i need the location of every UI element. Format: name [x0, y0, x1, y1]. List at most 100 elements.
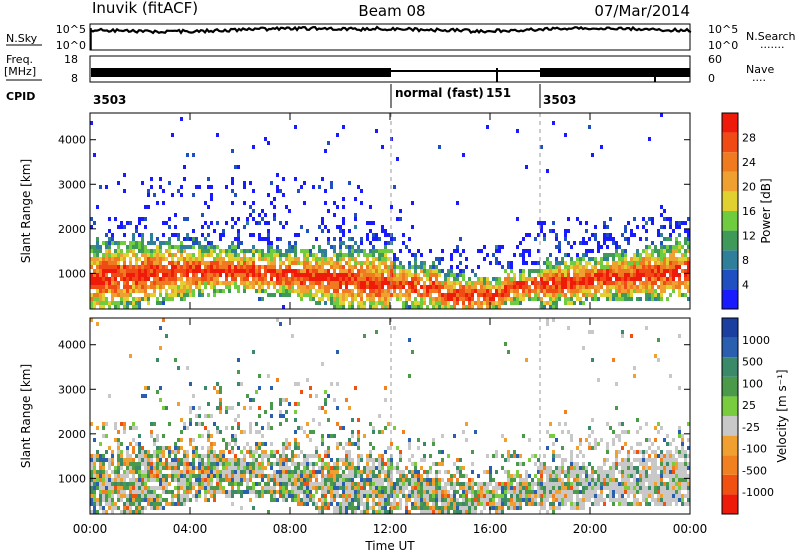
heatmap-cell [171, 474, 174, 478]
heatmap-cell [129, 506, 132, 510]
heatmap-cell [678, 265, 681, 269]
heatmap-cell [312, 430, 315, 434]
heatmap-cell [651, 277, 654, 281]
heatmap-cell [117, 245, 120, 249]
heatmap-cell [99, 273, 102, 277]
heatmap-cell [153, 193, 156, 197]
heatmap-cell [570, 293, 573, 297]
heatmap-cell [321, 273, 324, 277]
heatmap-cell [480, 285, 483, 289]
heatmap-cell [642, 289, 645, 293]
heatmap-cell [528, 458, 531, 462]
heatmap-cell [357, 470, 360, 474]
heatmap-cell [165, 474, 168, 478]
heatmap-cell [201, 245, 204, 249]
heatmap-cell [615, 273, 618, 277]
heatmap-cell [684, 285, 687, 289]
heatmap-cell [96, 245, 99, 249]
heatmap-cell [141, 249, 144, 253]
heatmap-cell [93, 510, 96, 514]
heatmap-cell [600, 490, 603, 494]
heatmap-cell [339, 478, 342, 482]
heatmap-cell [327, 277, 330, 281]
heatmap-cell [609, 490, 612, 494]
heatmap-cell [585, 474, 588, 478]
heatmap-cell [450, 281, 453, 285]
heatmap-cell [672, 261, 675, 265]
heatmap-cell [663, 273, 666, 277]
heatmap-cell [312, 466, 315, 470]
heatmap-cell [318, 458, 321, 462]
heatmap-cell [489, 470, 492, 474]
heatmap-cell [252, 458, 255, 462]
heatmap-cell [96, 273, 99, 277]
heatmap-cell [393, 265, 396, 269]
heatmap-cell [645, 265, 648, 269]
heatmap-cell [372, 305, 375, 309]
heatmap-cell [342, 482, 345, 486]
heatmap-cell [576, 486, 579, 490]
heatmap-cell [552, 454, 555, 458]
heatmap-cell [396, 462, 399, 466]
heatmap-cell [159, 494, 162, 498]
heatmap-cell [123, 478, 126, 482]
heatmap-cell [603, 281, 606, 285]
heatmap-cell [363, 249, 366, 253]
heatmap-cell [570, 470, 573, 474]
heatmap-cell [207, 470, 210, 474]
heatmap-cell [216, 478, 219, 482]
heatmap-cell [336, 490, 339, 494]
heatmap-cell [162, 297, 165, 301]
heatmap-cell [669, 233, 672, 237]
heatmap-cell [90, 293, 93, 297]
heatmap-cell [297, 502, 300, 506]
heatmap-cell [276, 482, 279, 486]
heatmap-cell [420, 261, 423, 265]
heatmap-cell [606, 273, 609, 277]
heatmap-cell [531, 261, 534, 265]
heatmap-cell [381, 454, 384, 458]
heatmap-cell [558, 297, 561, 301]
heatmap-cell [153, 502, 156, 506]
heatmap-cell [294, 281, 297, 285]
heatmap-cell [312, 257, 315, 261]
heatmap-cell [414, 498, 417, 502]
heatmap-cell [342, 293, 345, 297]
heatmap-cell [414, 490, 417, 494]
heatmap-cell [684, 249, 687, 253]
heatmap-cell [171, 261, 174, 265]
heatmap-cell [375, 478, 378, 482]
heatmap-cell [336, 502, 339, 506]
heatmap-cell [648, 277, 651, 281]
heatmap-cell [126, 446, 129, 450]
heatmap-cell [576, 506, 579, 510]
heatmap-cell [291, 462, 294, 466]
heatmap-cell [585, 265, 588, 269]
heatmap-cell [261, 277, 264, 281]
heatmap-cell [603, 277, 606, 281]
heatmap-cell [597, 289, 600, 293]
heatmap-cell [549, 494, 552, 498]
heatmap-cell [555, 293, 558, 297]
heatmap-cell [519, 494, 522, 498]
heatmap-cell [459, 494, 462, 498]
heatmap-cell [225, 273, 228, 277]
heatmap-cell [453, 289, 456, 293]
heatmap-cell [411, 494, 414, 498]
heatmap-cell [654, 293, 657, 297]
heatmap-cell [138, 502, 141, 506]
heatmap-cell [210, 490, 213, 494]
heatmap-cell [366, 470, 369, 474]
heatmap-cell [492, 490, 495, 494]
heatmap-cell [177, 293, 180, 297]
heatmap-cell [276, 490, 279, 494]
heatmap-cell [150, 430, 153, 434]
heatmap-cell [141, 494, 144, 498]
heatmap-cell [573, 281, 576, 285]
heatmap-cell [591, 330, 594, 334]
heatmap-cell [165, 277, 168, 281]
heatmap-cell [186, 478, 189, 482]
heatmap-cell [582, 237, 585, 241]
heatmap-cell [492, 277, 495, 281]
